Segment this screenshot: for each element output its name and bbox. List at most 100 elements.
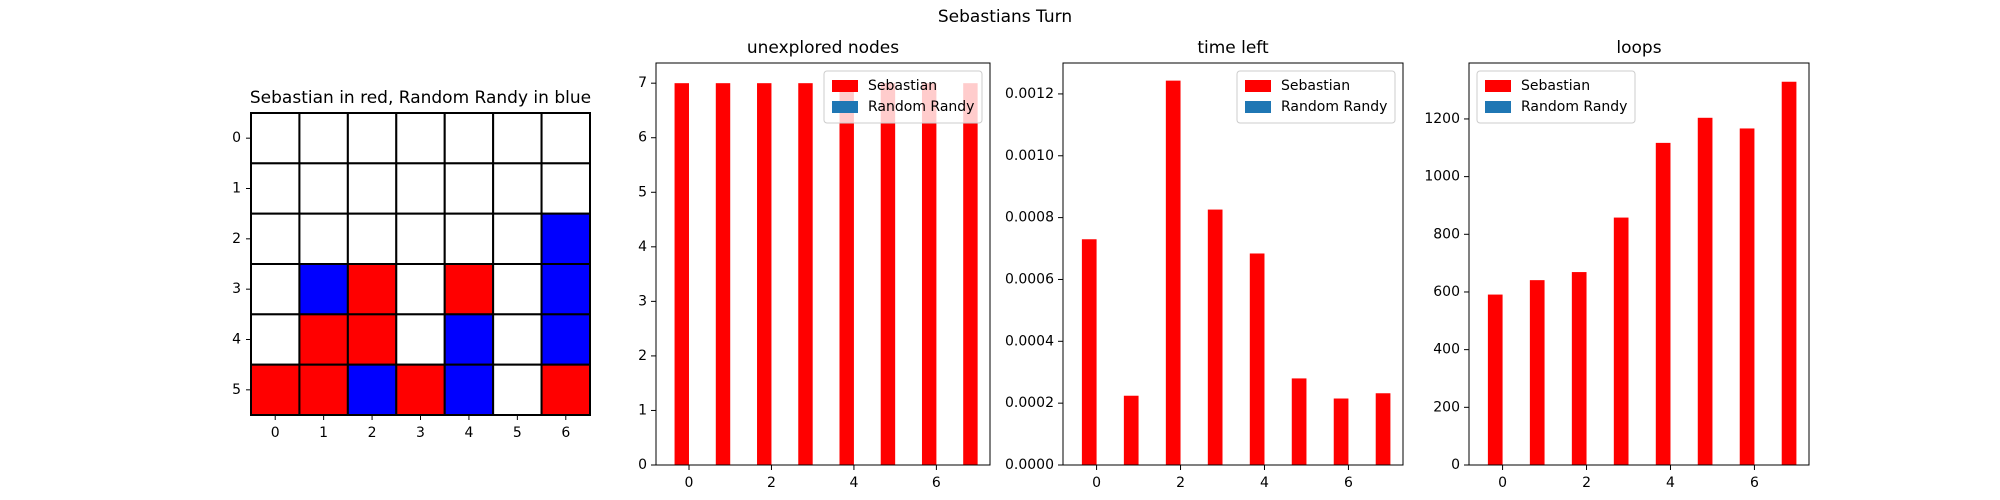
bar [1375, 393, 1391, 465]
bar [1655, 142, 1671, 465]
y-tick-label: 6 [638, 130, 647, 146]
legend-label: Sebastian [1281, 78, 1350, 94]
cell [250, 263, 301, 316]
cell [492, 162, 543, 215]
cell [492, 112, 543, 165]
y-tick-label: 0 [1451, 457, 1460, 473]
y-tick-label: 1 [638, 402, 647, 418]
legend [823, 70, 983, 124]
y-tick-label: 3 [638, 293, 647, 309]
cell [298, 263, 349, 316]
cell [250, 313, 301, 366]
bar [1487, 294, 1503, 465]
cell [298, 112, 349, 165]
bar [1207, 209, 1223, 465]
cell [298, 162, 349, 215]
cell [346, 212, 398, 266]
cell [540, 313, 591, 366]
y-tick-label: 1000 [1424, 169, 1460, 185]
axes-frame [655, 62, 991, 466]
cell [443, 363, 495, 416]
cell [395, 212, 446, 266]
axes-title: Sebastian in red, Random Randy in blue [250, 88, 591, 108]
legend-label: Random Randy [868, 99, 974, 115]
y-tick-label: 1200 [1424, 111, 1460, 127]
cell [540, 263, 591, 316]
cell [540, 162, 591, 215]
x-tick-label: 0 [685, 475, 694, 491]
cell [443, 263, 495, 316]
cell [250, 363, 301, 416]
y-tick-label: 0.0000 [1005, 457, 1054, 473]
y-tick-label: 7 [638, 75, 647, 91]
cell [250, 212, 301, 266]
y-tick-label: 400 [1433, 342, 1460, 358]
legend-swatch [832, 101, 858, 113]
x-tick-label: 6 [932, 475, 941, 491]
x-tick-label: 0 [271, 425, 280, 441]
axes-title: unexplored nodes [747, 38, 899, 58]
bar [880, 83, 896, 465]
cell [395, 313, 446, 366]
cell [346, 263, 398, 316]
bar [1613, 217, 1629, 465]
y-tick-label: 4 [232, 332, 241, 348]
y-tick-label: 800 [1433, 226, 1460, 242]
axes-title: time left [1197, 38, 1269, 58]
x-tick-label: 2 [368, 425, 377, 441]
cell [492, 263, 543, 316]
legend [1476, 70, 1636, 124]
bar [1081, 239, 1097, 465]
y-tick-label: 2 [638, 348, 647, 364]
bar [757, 83, 772, 465]
y-tick-label: 4 [638, 239, 647, 255]
bar [715, 83, 731, 465]
legend-swatch [1485, 101, 1511, 113]
x-tick-label: 3 [416, 425, 425, 441]
legend-swatch [1485, 80, 1511, 92]
axes-frame [1468, 62, 1810, 466]
cell [298, 212, 349, 266]
figure-title: Sebastians Turn [938, 7, 1072, 27]
legend-swatch [832, 80, 858, 92]
bar [1333, 398, 1349, 465]
y-tick-label: 0.0004 [1005, 333, 1054, 349]
cell [492, 313, 543, 366]
x-tick-label: 2 [1582, 475, 1591, 491]
bar [1165, 80, 1181, 465]
bar [1291, 378, 1307, 465]
x-tick-label: 4 [849, 475, 858, 491]
x-tick-label: 1 [319, 425, 328, 441]
x-tick-label: 6 [1750, 475, 1759, 491]
bar [1697, 117, 1713, 466]
cell [492, 212, 543, 266]
x-tick-label: 6 [561, 425, 570, 441]
y-tick-label: 0.0010 [1005, 148, 1054, 164]
cell [250, 112, 301, 165]
y-tick-label: 200 [1433, 399, 1460, 415]
cell [540, 112, 591, 165]
y-tick-label: 0.0006 [1005, 271, 1054, 287]
x-tick-label: 4 [1666, 475, 1675, 491]
bar [963, 83, 978, 465]
legend-label: Random Randy [1281, 99, 1387, 115]
cell [443, 162, 495, 215]
x-tick-label: 4 [464, 425, 473, 441]
legend-label: Sebastian [1521, 78, 1590, 94]
x-tick-label: 2 [1176, 475, 1185, 491]
x-tick-label: 0 [1092, 475, 1101, 491]
y-tick-label: 1 [232, 181, 241, 197]
cell [346, 112, 398, 165]
y-tick-label: 5 [638, 184, 647, 200]
x-tick-label: 0 [1498, 475, 1507, 491]
bar [1249, 253, 1265, 465]
bar [798, 83, 813, 465]
y-tick-label: 0.0012 [1005, 86, 1054, 102]
bar [1529, 280, 1545, 465]
bar [1781, 81, 1797, 465]
cell [395, 363, 446, 416]
y-tick-label: 600 [1433, 284, 1460, 300]
legend-label: Sebastian [868, 78, 937, 94]
bar [1123, 395, 1139, 465]
